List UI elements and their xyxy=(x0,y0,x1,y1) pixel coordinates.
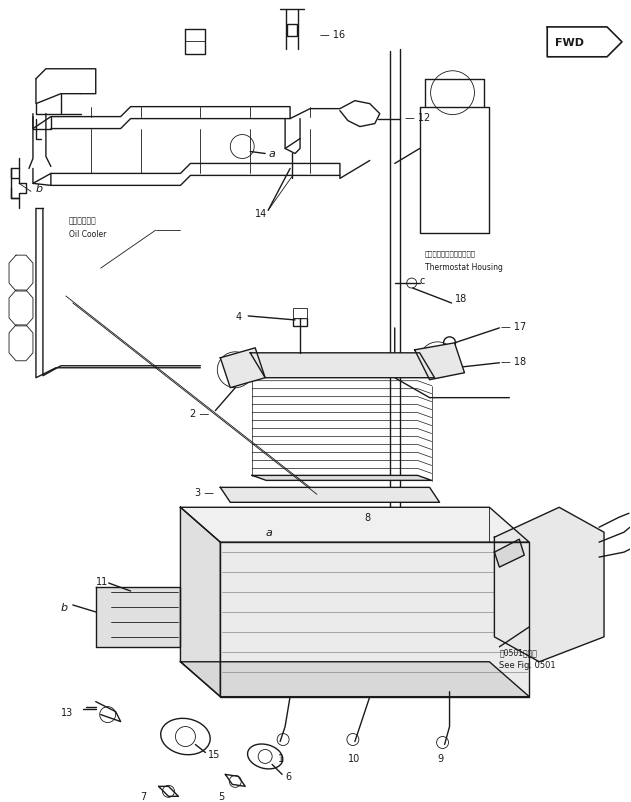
Polygon shape xyxy=(180,508,220,697)
Polygon shape xyxy=(220,542,529,697)
Polygon shape xyxy=(251,354,435,379)
Bar xyxy=(240,562,390,642)
Text: — 17: — 17 xyxy=(502,322,527,331)
Text: 1: 1 xyxy=(278,754,284,764)
Text: Thermostat Housing: Thermostat Housing xyxy=(425,262,502,271)
Polygon shape xyxy=(220,348,265,388)
Bar xyxy=(245,567,385,637)
Text: 14: 14 xyxy=(255,209,268,219)
Text: オイルクーラ: オイルクーラ xyxy=(69,217,97,225)
Polygon shape xyxy=(96,587,180,647)
Bar xyxy=(293,309,307,318)
Polygon shape xyxy=(180,662,529,697)
Text: 5: 5 xyxy=(218,792,225,801)
Text: 6: 6 xyxy=(285,772,292,781)
Text: b: b xyxy=(61,602,68,612)
Polygon shape xyxy=(415,343,464,380)
Text: a: a xyxy=(265,528,272,537)
Text: — 12: — 12 xyxy=(404,112,430,123)
Text: Oil Cooler: Oil Cooler xyxy=(69,229,106,238)
Polygon shape xyxy=(495,540,524,567)
Text: 15: 15 xyxy=(208,750,221,759)
Text: サーモスタットハウジング: サーモスタットハウジング xyxy=(425,250,476,257)
Bar xyxy=(230,553,399,652)
Text: 18: 18 xyxy=(454,294,467,304)
Text: c: c xyxy=(420,276,425,286)
Bar xyxy=(293,318,307,326)
Text: 7: 7 xyxy=(141,792,147,801)
Text: 10: 10 xyxy=(348,754,360,764)
Text: 8: 8 xyxy=(365,512,371,523)
Polygon shape xyxy=(220,488,440,503)
Text: 4: 4 xyxy=(235,311,242,322)
Text: See Fig. 0501: See Fig. 0501 xyxy=(499,660,556,670)
Text: 第0501図参照: 第0501図参照 xyxy=(499,647,537,657)
Text: b: b xyxy=(36,184,43,194)
Bar xyxy=(320,553,490,652)
Text: — 16: — 16 xyxy=(320,30,345,40)
Text: 11: 11 xyxy=(96,577,108,586)
Bar xyxy=(325,557,485,647)
Text: 3 —: 3 — xyxy=(196,488,215,498)
Text: 9: 9 xyxy=(437,754,444,764)
Text: — 18: — 18 xyxy=(502,356,526,367)
Polygon shape xyxy=(180,508,529,542)
Polygon shape xyxy=(252,476,432,480)
Text: 2 —: 2 — xyxy=(191,408,209,418)
Bar xyxy=(287,25,297,37)
Polygon shape xyxy=(495,508,604,662)
Text: a: a xyxy=(268,149,275,160)
Text: FWD: FWD xyxy=(555,38,584,48)
Text: 13: 13 xyxy=(61,707,73,717)
Bar xyxy=(235,557,395,647)
